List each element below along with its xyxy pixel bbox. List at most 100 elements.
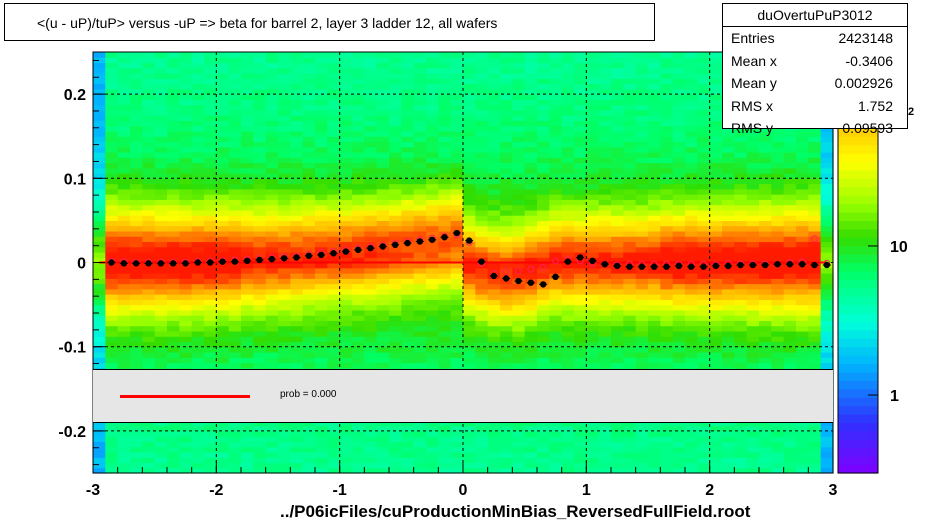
heatmap-cell (623, 162, 637, 169)
heatmap-cell (709, 236, 723, 243)
heatmap-cell (537, 330, 550, 337)
heatmap-cell (463, 451, 476, 458)
heatmap-cell (352, 209, 365, 216)
heatmap-cell (672, 436, 686, 443)
heatmap-cell (253, 351, 267, 358)
heatmap-cell (142, 362, 156, 369)
heatmap-cell (130, 425, 143, 432)
heatmap-cell (228, 436, 242, 443)
heatmap-cell (648, 167, 661, 174)
heatmap-cell (820, 283, 834, 290)
heatmap-cell (438, 99, 452, 106)
heatmap-cell (352, 309, 365, 316)
heatmap-cell (500, 167, 513, 174)
heatmap-cell (450, 62, 464, 69)
heatmap-cell (241, 441, 254, 448)
heatmap-cell (549, 130, 563, 137)
heatmap-cell (228, 88, 242, 95)
heatmap-cell (463, 230, 476, 237)
heatmap-cell (697, 441, 711, 448)
heatmap-cell (315, 162, 328, 169)
heatmap-cell (759, 209, 772, 216)
heatmap-cell (586, 330, 600, 337)
heatmap-cell (574, 278, 587, 285)
heatmap-cell (808, 199, 822, 206)
heatmap-cell (179, 199, 193, 206)
heatmap-cell (315, 462, 328, 469)
heatmap-cell (660, 451, 674, 458)
heatmap-cell (191, 141, 205, 148)
heatmap-cell (598, 52, 612, 58)
heatmap-cell (438, 283, 452, 290)
heatmap-cell (265, 451, 279, 458)
heatmap-cell (475, 262, 489, 269)
heatmap-cell (574, 220, 587, 227)
heatmap-cell (364, 188, 378, 195)
heatmap-cell (278, 83, 291, 90)
heatmap-cell (611, 204, 624, 211)
heatmap-cell (389, 267, 402, 274)
heatmap-cell (154, 173, 168, 179)
heatmap-cell (413, 451, 427, 458)
heatmap-cell (672, 104, 686, 111)
heatmap-cell (574, 309, 587, 316)
heatmap-cell (315, 467, 328, 474)
heatmap-cell (339, 446, 353, 453)
heatmap-cell (339, 167, 353, 174)
heatmap-cell (759, 173, 772, 179)
heatmap-cell (635, 115, 649, 122)
heatmap-cell (820, 462, 834, 469)
heatmap-cell (154, 346, 168, 353)
heatmap-cell (574, 457, 587, 464)
heatmap-cell (364, 215, 378, 221)
heatmap-cell (450, 457, 464, 464)
heatmap-cell (549, 294, 563, 300)
heatmap-cell (660, 62, 674, 69)
heatmap-cell (450, 194, 464, 200)
heatmap-cell (512, 220, 526, 227)
heatmap-cell (278, 136, 291, 143)
heatmap-cell (327, 467, 341, 474)
heatmap-cell (734, 320, 748, 327)
heatmap-cell (709, 120, 723, 127)
heatmap-cell (537, 341, 550, 348)
heatmap-cell (228, 83, 242, 90)
heatmap-cell (734, 351, 748, 358)
heatmap-cell (364, 173, 378, 179)
heatmap-cell (722, 299, 735, 306)
heatmap-cell (635, 430, 649, 437)
heatmap-cell (117, 330, 131, 337)
heatmap-cell (142, 194, 156, 200)
heatmap-cell (401, 441, 415, 448)
heatmap-cell (204, 330, 217, 337)
heatmap-cell (820, 330, 834, 337)
heatmap-cell (352, 57, 365, 64)
heatmap-cell (154, 157, 168, 164)
heatmap-cell (290, 236, 304, 243)
heatmap-cell (438, 157, 452, 164)
heatmap-cell (709, 430, 723, 437)
heatmap-cell (426, 336, 439, 343)
heatmap-cell (352, 88, 365, 95)
heatmap-cell (598, 336, 612, 343)
heatmap-cell (302, 162, 316, 169)
heatmap-cell (426, 104, 439, 111)
heatmap-cell (746, 336, 760, 343)
heatmap-cell (660, 146, 674, 153)
heatmap-cell (697, 336, 711, 343)
heatmap-cell (216, 425, 230, 432)
heatmap-cell (290, 241, 304, 248)
heatmap-cell (117, 462, 131, 469)
heatmap-cell (327, 457, 341, 464)
heatmap-cell (216, 320, 230, 327)
heatmap-cell (450, 251, 464, 258)
heatmap-cell (808, 230, 822, 237)
heatmap-cell (401, 146, 415, 153)
heatmap-cell (685, 236, 698, 243)
heatmap-cell (796, 230, 809, 237)
heatmap-cell (93, 230, 106, 237)
heatmap-cell (771, 236, 785, 243)
heatmap-cell (524, 78, 538, 85)
heatmap-cell (672, 451, 686, 458)
heatmap-cell (105, 178, 119, 185)
